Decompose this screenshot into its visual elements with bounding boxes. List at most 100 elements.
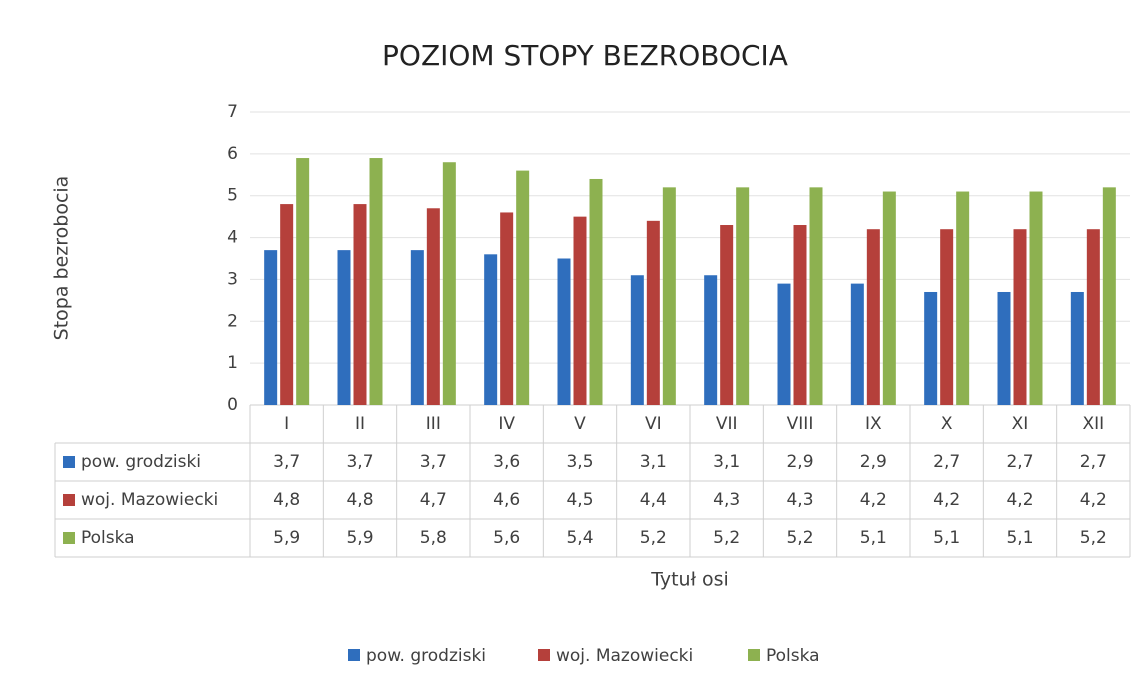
y-tick-label: 0: [227, 395, 238, 415]
x-tick-label: VII: [716, 414, 738, 434]
x-tick-label: VI: [645, 414, 662, 434]
bar: [442, 162, 456, 405]
x-tick-label: V: [574, 414, 586, 434]
x-tick-label: III: [426, 414, 441, 434]
legend-label: woj. Mazowiecki: [556, 646, 693, 666]
bar: [1029, 191, 1043, 405]
table-value: 4,3: [786, 490, 813, 510]
table-value: 5,2: [640, 528, 667, 548]
bar: [809, 187, 823, 405]
table-value: 4,2: [1080, 490, 1107, 510]
bar: [264, 250, 278, 405]
table-value: 4,3: [713, 490, 740, 510]
table-value: 3,7: [346, 452, 373, 472]
x-axis-title: Tytuł osi: [650, 569, 729, 591]
y-tick-label: 4: [227, 228, 238, 248]
legend-key: [748, 649, 760, 661]
bar: [630, 275, 644, 405]
table-row-label: woj. Mazowiecki: [81, 490, 218, 510]
table-value: 4,2: [933, 490, 960, 510]
table-value: 5,2: [786, 528, 813, 548]
table-value: 3,5: [566, 452, 593, 472]
legend-label: Polska: [766, 646, 820, 666]
x-tick-label: IV: [498, 414, 515, 434]
bar: [410, 250, 424, 405]
table-value: 5,9: [273, 528, 300, 548]
bar: [997, 291, 1011, 405]
legend-key: [348, 649, 360, 661]
bar: [924, 291, 938, 405]
bar: [484, 254, 498, 405]
bar: [866, 229, 880, 405]
legend-key: [538, 649, 550, 661]
bar: [1013, 229, 1027, 405]
table-value: 4,2: [1006, 490, 1033, 510]
y-tick-label: 2: [227, 311, 238, 331]
table-value: 5,8: [420, 528, 447, 548]
bar: [956, 191, 970, 405]
table-value: 3,7: [273, 452, 300, 472]
table-legend-key: [63, 494, 75, 506]
table-value: 2,7: [1080, 452, 1107, 472]
table-value: 4,2: [860, 490, 887, 510]
table-value: 5,1: [860, 528, 887, 548]
bar: [850, 283, 864, 405]
table-value: 2,7: [933, 452, 960, 472]
bar: [589, 178, 603, 405]
y-tick-label: 7: [227, 102, 238, 122]
x-tick-label: X: [941, 414, 953, 434]
bar: [1086, 229, 1100, 405]
table-value: 5,2: [713, 528, 740, 548]
bar: [500, 212, 514, 405]
table-row-label: Polska: [81, 528, 135, 548]
table-legend-key: [63, 532, 75, 544]
bar: [646, 220, 660, 405]
table-value: 2,9: [860, 452, 887, 472]
bar: [280, 204, 294, 405]
table-value: 4,8: [273, 490, 300, 510]
bar: [720, 225, 734, 405]
bar: [882, 191, 896, 405]
x-tick-label: I: [284, 414, 289, 434]
table-value: 4,8: [346, 490, 373, 510]
bar: [777, 283, 791, 405]
table-value: 5,1: [1006, 528, 1033, 548]
bar: [573, 216, 587, 405]
bar: [704, 275, 718, 405]
bar: [426, 208, 440, 405]
bar: [1070, 291, 1084, 405]
table-value: 5,1: [933, 528, 960, 548]
x-tick-label: IX: [865, 414, 882, 434]
table-value: 3,1: [713, 452, 740, 472]
y-tick-label: 5: [227, 186, 238, 206]
bar: [662, 187, 676, 405]
table-value: 4,6: [493, 490, 520, 510]
y-axis-title: Stopa bezrobocia: [51, 176, 73, 341]
table-value: 2,9: [786, 452, 813, 472]
bar: [736, 187, 750, 405]
bar: [940, 229, 954, 405]
table-value: 5,2: [1080, 528, 1107, 548]
table-value: 3,7: [420, 452, 447, 472]
bar: [337, 250, 351, 405]
table-value: 5,6: [493, 528, 520, 548]
table-value: 4,7: [420, 490, 447, 510]
table-value: 2,7: [1006, 452, 1033, 472]
x-tick-label: XI: [1012, 414, 1029, 434]
table-row-label: pow. grodziski: [81, 452, 201, 472]
table-value: 5,4: [566, 528, 593, 548]
bar: [516, 170, 530, 405]
legend-label: pow. grodziski: [366, 646, 486, 666]
table-value: 3,6: [493, 452, 520, 472]
table-value: 5,9: [346, 528, 373, 548]
x-tick-label: II: [355, 414, 365, 434]
chart-title: POZIOM STOPY BEZROBOCIA: [382, 39, 788, 72]
x-tick-label: VIII: [787, 414, 814, 434]
table-legend-key: [63, 456, 75, 468]
bar: [793, 225, 807, 405]
bar: [296, 158, 310, 405]
bar: [353, 204, 367, 405]
y-tick-label: 6: [227, 144, 238, 164]
bar: [369, 158, 383, 405]
